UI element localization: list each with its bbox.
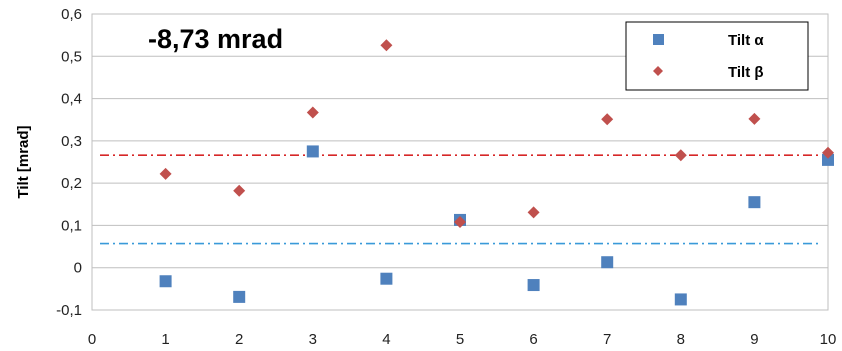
y-tick-label: 0,1 bbox=[61, 217, 82, 234]
tilt-beta-point bbox=[748, 112, 761, 125]
tilt-alpha-point bbox=[233, 290, 246, 303]
y-tick-labels: -0,1 0 0,1 0,2 0,3 0,4 0,5 0,6 bbox=[56, 6, 82, 319]
x-tick-labels: 0 1 2 3 4 5 6 7 8 9 10 bbox=[88, 331, 837, 348]
tilt-alpha-point bbox=[306, 145, 319, 158]
legend: Tilt α Tilt β bbox=[625, 21, 809, 91]
tilt-beta-point bbox=[601, 113, 614, 126]
tilt-alpha-point bbox=[527, 279, 540, 292]
x-tick-label: 3 bbox=[309, 331, 317, 348]
y-tick-label: 0 bbox=[74, 260, 82, 277]
y-axis-label: Tilt [mrad] bbox=[15, 125, 32, 198]
y-tick-label: 0,2 bbox=[61, 175, 82, 192]
tilt-beta-point bbox=[159, 167, 172, 180]
y-tick-label: 0,3 bbox=[61, 133, 82, 150]
gridlines bbox=[92, 55, 828, 269]
tilt-beta-point bbox=[674, 149, 687, 162]
x-tick-label: 8 bbox=[677, 331, 685, 348]
tilt-beta-point bbox=[822, 146, 834, 159]
tilt-alpha-point bbox=[674, 293, 687, 306]
tilt-alpha-point bbox=[601, 256, 614, 269]
tilt-beta-point bbox=[306, 106, 319, 119]
x-tick-label: 10 bbox=[820, 331, 837, 348]
y-tick-label: -0,1 bbox=[56, 302, 82, 319]
tilt-alpha-point bbox=[748, 196, 761, 209]
x-tick-label: 5 bbox=[456, 331, 464, 348]
y-tick-label: 0,4 bbox=[61, 91, 82, 108]
reference-lines bbox=[100, 154, 822, 245]
x-tick-label: 6 bbox=[529, 331, 537, 348]
x-tick-label: 9 bbox=[750, 331, 758, 348]
x-tick-label: 0 bbox=[88, 331, 96, 348]
annotation-text: -8,73 mrad bbox=[148, 24, 283, 54]
data-points bbox=[159, 39, 834, 306]
legend-marker-tilt-beta bbox=[653, 66, 663, 76]
tilt-beta-point bbox=[454, 216, 466, 229]
tilt-beta-point bbox=[380, 39, 393, 52]
tilt-alpha-point bbox=[380, 272, 393, 285]
legend-box bbox=[625, 21, 809, 91]
tilt-alpha-point bbox=[822, 153, 834, 166]
x-tick-label: 1 bbox=[161, 331, 169, 348]
tilt-alpha-point bbox=[159, 275, 172, 288]
legend-label-tilt-alpha: Tilt α bbox=[728, 32, 764, 49]
x-tick-label: 7 bbox=[603, 331, 611, 348]
y-tick-label: 0,6 bbox=[61, 6, 82, 23]
tilt-beta-point bbox=[233, 184, 246, 197]
legend-label-tilt-beta: Tilt β bbox=[728, 64, 764, 81]
x-tick-label: 2 bbox=[235, 331, 243, 348]
tilt-beta-point bbox=[527, 206, 540, 219]
x-tick-label: 4 bbox=[382, 331, 390, 348]
y-tick-label: 0,5 bbox=[61, 48, 82, 65]
legend-marker-tilt-alpha bbox=[653, 34, 664, 45]
